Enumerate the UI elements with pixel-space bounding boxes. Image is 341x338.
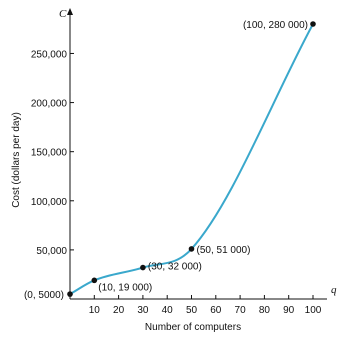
y-tick-label: 100,000 — [31, 197, 68, 208]
x-tick-label: 90 — [283, 305, 295, 316]
x-tick-label: 10 — [89, 305, 101, 316]
data-point — [91, 277, 98, 284]
x-tick-label: 30 — [137, 305, 149, 316]
y-variable-label: C — [59, 8, 67, 20]
data-point — [188, 246, 195, 252]
x-tick-label: 100 — [305, 305, 322, 316]
point-label: (100, 280 000) — [243, 20, 308, 31]
x-tick-label: 40 — [162, 305, 174, 316]
data-point — [140, 264, 146, 271]
point-label: (30, 32 000) — [148, 262, 202, 273]
x-variable-label: q — [331, 284, 337, 296]
x-tick-label: 50 — [186, 305, 198, 316]
y-axis-title: Cost (dollars per day) — [11, 112, 22, 208]
x-tick-label: 60 — [210, 305, 222, 316]
y-tick-label: 200,000 — [31, 99, 68, 110]
x-axis-title: Number of computers — [145, 322, 241, 333]
y-axis-arrow — [67, 8, 73, 15]
point-label: (0, 5000) — [24, 290, 64, 301]
point-label: (50, 51 000) — [197, 245, 251, 256]
data-point — [310, 21, 316, 27]
point-label: (10, 19 000) — [98, 282, 152, 293]
y-tick-label: 250,000 — [31, 49, 68, 60]
y-tick-label: 50,000 — [36, 246, 67, 257]
x-tick-label: 70 — [235, 305, 247, 316]
y-tick-label: 150,000 — [31, 148, 68, 159]
cost-curve — [69, 23, 314, 295]
x-tick-label: 80 — [259, 305, 271, 316]
data-point — [67, 291, 73, 297]
x-tick-label: 20 — [113, 305, 125, 316]
